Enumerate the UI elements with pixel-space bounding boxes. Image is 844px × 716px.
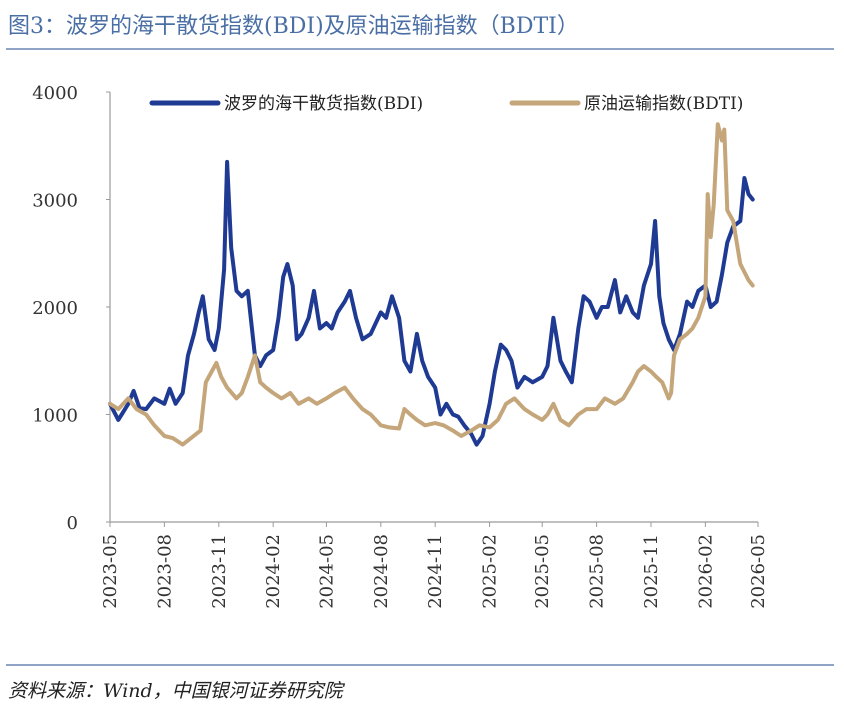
x-tick-label: 2025-05: [532, 534, 553, 609]
chart-legend: 波罗的海干散货指数(BDI) 原油运输指数(BDTI): [149, 94, 743, 114]
x-tick-label: 2024-08: [371, 534, 392, 609]
series-line-bdi: [108, 159, 755, 447]
x-tick-label: 2024-05: [316, 534, 337, 609]
x-axis-ticks: 2023-05 2023-08 2023-11 2024-02 2024-05 2024-…: [100, 522, 769, 609]
series-line-bdti: [108, 122, 755, 447]
x-tick-label: 2023-08: [154, 534, 175, 609]
series-lines: [108, 122, 755, 447]
source-note: 资料来源：Wind，中国银河证券研究院: [8, 680, 343, 702]
x-tick-label: 2023-05: [100, 534, 121, 609]
bottom-rule: [6, 664, 834, 666]
x-tick-label: 2026-02: [695, 534, 716, 609]
x-tick-label: 2025-02: [480, 534, 501, 609]
y-axis-ticks: 0 1000 2000 3000 4000: [32, 83, 110, 534]
x-tick-label: 2025-11: [641, 534, 662, 609]
legend-label-bdi: 波罗的海干散货指数(BDI): [224, 94, 423, 114]
y-tick-label: 0: [67, 513, 78, 534]
figure-title: 图3：波罗的海干散货指数(BDI)及原油运输指数（BDTI）: [8, 14, 579, 39]
y-tick-label: 1000: [32, 406, 78, 427]
x-tick-label: 2024-11: [425, 534, 446, 609]
top-rule: [6, 48, 834, 50]
x-tick-label: 2023-11: [209, 534, 230, 609]
y-tick-label: 3000: [32, 191, 78, 212]
x-tick-label: 2025-08: [587, 534, 608, 609]
x-tick-label: 2024-02: [263, 534, 284, 609]
y-tick-label: 4000: [32, 83, 78, 104]
y-tick-label: 2000: [32, 298, 78, 319]
legend-label-bdti: 原油运输指数(BDTI): [584, 94, 743, 114]
x-tick-label: 2026-05: [748, 534, 769, 609]
